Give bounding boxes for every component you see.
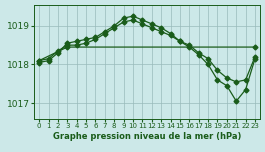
X-axis label: Graphe pression niveau de la mer (hPa): Graphe pression niveau de la mer (hPa) bbox=[53, 131, 241, 140]
